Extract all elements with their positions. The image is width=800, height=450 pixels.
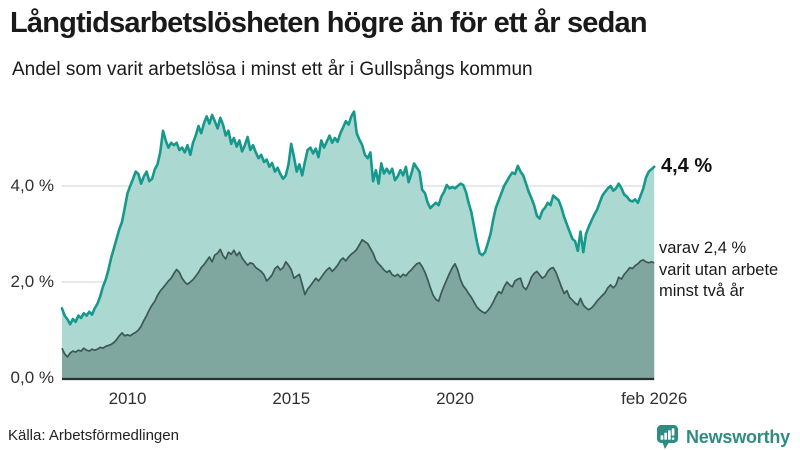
secondary-annotation-line-1: varav 2,4 %	[659, 239, 747, 257]
secondary-annotation-line-3: minst två år	[659, 282, 745, 300]
y-axis-label-2: 2,0 %	[10, 272, 54, 291]
source-note: Källa: Arbetsförmedlingen	[8, 427, 179, 444]
upper-series-line	[60, 110, 656, 326]
x-axis-label-2015: 2015	[272, 389, 311, 408]
x-axis-label-feb2026: feb 2026	[621, 389, 688, 408]
newsworthy-icon	[656, 425, 678, 449]
lower-series-area	[62, 239, 655, 378]
page-title: Långtidsarbetslösheten högre än för ett …	[10, 7, 648, 39]
secondary-annotation-line-2: varit utan arbete	[659, 260, 779, 279]
newsworthy-logo: Newsworthy	[656, 424, 790, 450]
end-value-annotation: 4,4 %	[661, 155, 713, 177]
x-axis-label-2010: 2010	[108, 389, 147, 408]
y-axis-label-0: 0,0 %	[10, 368, 54, 387]
chart-subtitle: Andel som varit arbetslösa i minst ett å…	[12, 59, 533, 80]
secondary-annotation: varav 2,4 % varit utan arbete minst två …	[659, 238, 778, 303]
newsworthy-wordmark: Newsworthy	[685, 426, 790, 447]
x-axis-label-2020: 2020	[436, 389, 474, 408]
y-axis-label-4: 4,0 %	[10, 176, 54, 195]
lower-series-line	[61, 238, 655, 358]
